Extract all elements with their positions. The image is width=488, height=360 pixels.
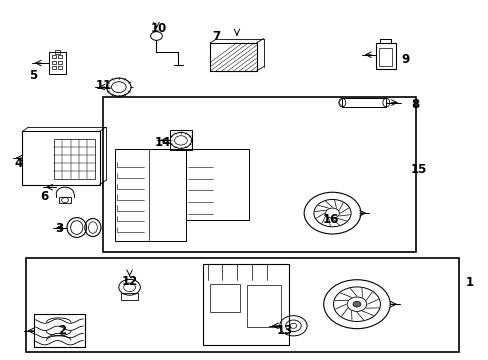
Bar [58,61,62,64]
Text: 14: 14 [154,136,170,149]
Bar [52,66,56,69]
Text: 7: 7 [212,30,221,42]
Bar [170,130,191,150]
Text: 3: 3 [55,222,63,235]
Bar [52,61,56,64]
Text: 4: 4 [15,157,23,170]
Bar [22,131,100,185]
Text: 5: 5 [29,69,38,82]
Bar [34,314,84,347]
Bar [58,66,62,69]
Text: 15: 15 [410,163,426,176]
Text: 16: 16 [322,213,338,226]
Text: 8: 8 [410,98,418,111]
Text: 10: 10 [150,22,166,35]
Text: 1: 1 [465,276,473,289]
Bar [58,55,62,58]
Bar [210,43,256,71]
Text: 12: 12 [121,275,137,288]
Bar [52,55,56,58]
Bar [55,50,60,54]
Bar [54,139,95,179]
Bar [115,149,185,241]
Bar [342,98,386,107]
Text: 9: 9 [400,53,408,66]
Bar [210,284,239,312]
Bar [185,149,249,220]
Text: 11: 11 [96,79,112,92]
Bar [375,43,395,69]
Bar [102,97,415,252]
Bar [49,52,66,74]
Text: 2: 2 [58,324,66,337]
Circle shape [352,301,360,307]
Bar [379,48,391,66]
Text: 6: 6 [41,190,49,203]
Bar [121,293,138,300]
Text: 13: 13 [276,324,292,337]
Bar [203,264,288,345]
Bar [59,197,71,203]
Bar [246,285,281,327]
Bar [26,258,458,352]
